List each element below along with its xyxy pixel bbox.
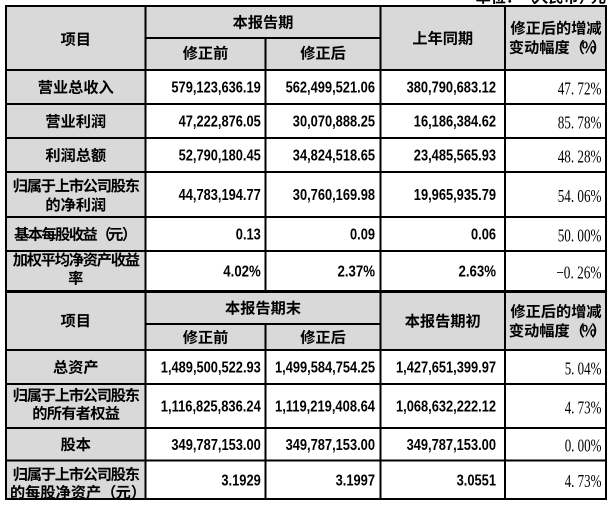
- svg-text:0.06: 0.06: [471, 227, 496, 244]
- svg-text:85. 78%: 85. 78%: [558, 112, 602, 132]
- svg-text:1,116,825,836.24: 1,116,825,836.24: [161, 399, 261, 416]
- svg-text:47,222,876.05: 47,222,876.05: [179, 114, 262, 131]
- svg-text:5. 04%: 5. 04%: [565, 358, 602, 378]
- svg-text:30,070,888.25: 30,070,888.25: [293, 114, 376, 131]
- svg-text:4. 73%: 4. 73%: [565, 397, 602, 417]
- svg-text:380,790,683.12: 380,790,683.12: [407, 80, 496, 97]
- svg-text:349,787,153.00: 349,787,153.00: [171, 437, 260, 454]
- svg-text:30,760,169.98: 30,760,169.98: [293, 187, 376, 204]
- svg-text:54. 06%: 54. 06%: [558, 186, 602, 206]
- svg-text:349,787,153.00: 349,787,153.00: [286, 437, 375, 454]
- svg-text:3.0551: 3.0551: [457, 472, 497, 489]
- svg-text:4.02%: 4.02%: [223, 264, 261, 281]
- svg-text:2.37%: 2.37%: [338, 264, 376, 281]
- svg-text:2.63%: 2.63%: [459, 264, 497, 281]
- svg-text:44,783,194.77: 44,783,194.77: [179, 187, 261, 204]
- svg-text:1,068,632,222.12: 1,068,632,222.12: [396, 399, 496, 416]
- svg-text:4. 73%: 4. 73%: [565, 471, 602, 491]
- svg-text:579,123,636.19: 579,123,636.19: [171, 80, 261, 97]
- svg-text:349,787,153.00: 349,787,153.00: [407, 437, 496, 454]
- svg-text:0. 00%: 0. 00%: [565, 436, 602, 456]
- svg-text:3.1929: 3.1929: [221, 472, 261, 489]
- svg-text:1,499,584,754.25: 1,499,584,754.25: [275, 360, 375, 377]
- svg-text:1,427,651,399.97: 1,427,651,399.97: [396, 360, 496, 377]
- svg-text:48. 28%: 48. 28%: [558, 146, 602, 166]
- svg-text:1,489,500,522.93: 1,489,500,522.93: [161, 360, 261, 377]
- svg-text:19,965,935.79: 19,965,935.79: [414, 187, 497, 204]
- svg-text:1,119,219,408.64: 1,119,219,408.64: [275, 399, 375, 416]
- svg-text:0.13: 0.13: [236, 227, 261, 244]
- svg-text:34,824,518.65: 34,824,518.65: [293, 148, 376, 165]
- svg-text:52,790,180.45: 52,790,180.45: [179, 148, 262, 165]
- svg-text:562,499,521.06: 562,499,521.06: [286, 80, 376, 97]
- svg-text:47. 72%: 47. 72%: [558, 78, 602, 98]
- svg-text:3.1997: 3.1997: [336, 472, 375, 489]
- svg-text:23,485,565.93: 23,485,565.93: [414, 148, 497, 165]
- svg-text:16,186,384.62: 16,186,384.62: [414, 114, 496, 131]
- svg-text:0.09: 0.09: [350, 227, 375, 244]
- svg-text:−0. 26%: −0. 26%: [556, 262, 601, 282]
- svg-text:50. 00%: 50. 00%: [558, 225, 602, 245]
